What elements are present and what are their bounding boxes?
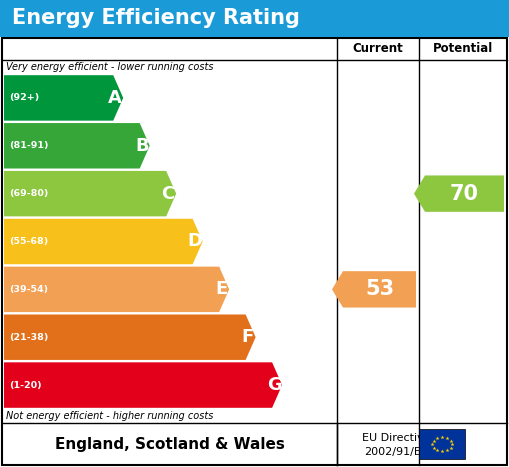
Polygon shape — [4, 267, 229, 312]
Text: G: G — [267, 376, 281, 394]
Text: Not energy efficient - higher running costs: Not energy efficient - higher running co… — [6, 411, 213, 421]
Bar — [419, 429, 465, 459]
Text: Very energy efficient - lower running costs: Very energy efficient - lower running co… — [6, 62, 213, 72]
Polygon shape — [4, 219, 203, 264]
Text: 2002/91/EC: 2002/91/EC — [364, 447, 429, 457]
Text: Current: Current — [353, 42, 403, 56]
Text: A: A — [108, 89, 122, 107]
Text: England, Scotland & Wales: England, Scotland & Wales — [54, 437, 285, 452]
Text: 70: 70 — [450, 184, 479, 204]
Bar — [0, 0, 509, 37]
Polygon shape — [4, 123, 150, 169]
Text: (39-54): (39-54) — [9, 285, 48, 294]
Text: (81-91): (81-91) — [9, 142, 48, 150]
Text: E: E — [215, 280, 228, 298]
Text: Energy Efficiency Rating: Energy Efficiency Rating — [12, 8, 300, 28]
Polygon shape — [4, 362, 282, 408]
Text: Potential: Potential — [433, 42, 493, 56]
Text: EU Directive: EU Directive — [362, 433, 431, 443]
Text: (21-38): (21-38) — [9, 333, 48, 342]
Text: (92+): (92+) — [9, 93, 39, 102]
Text: F: F — [241, 328, 254, 346]
Text: 53: 53 — [365, 279, 394, 299]
Polygon shape — [4, 75, 123, 120]
Text: B: B — [135, 137, 149, 155]
Polygon shape — [4, 171, 176, 216]
Polygon shape — [414, 176, 504, 212]
Text: (1-20): (1-20) — [9, 381, 42, 389]
Text: C: C — [161, 184, 175, 203]
Polygon shape — [4, 314, 256, 360]
Text: (69-80): (69-80) — [9, 189, 48, 198]
Text: (55-68): (55-68) — [9, 237, 48, 246]
Polygon shape — [332, 271, 416, 308]
Text: D: D — [187, 233, 202, 250]
